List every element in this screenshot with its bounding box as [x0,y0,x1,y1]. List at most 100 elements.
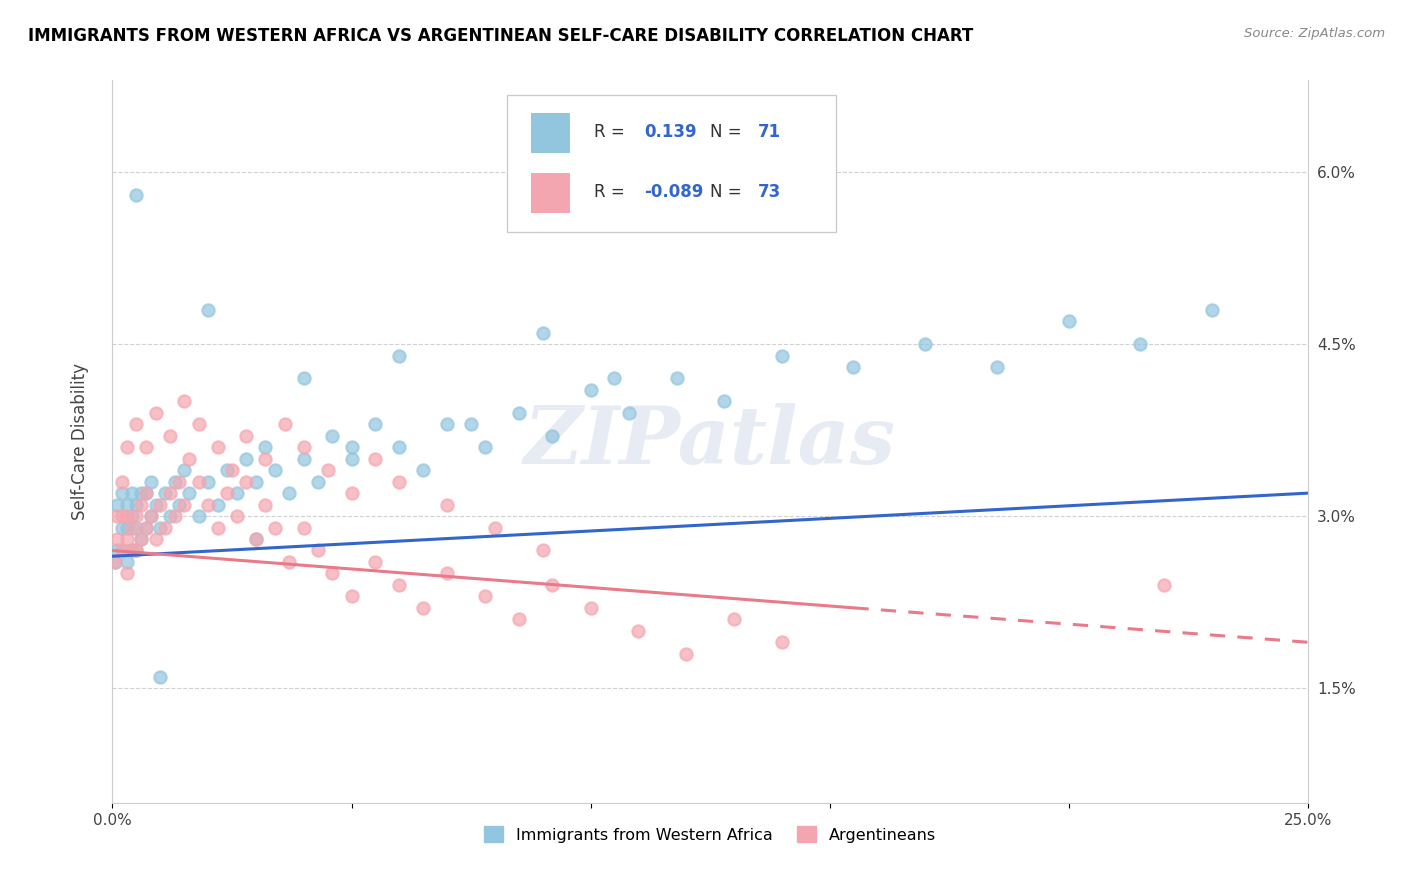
Point [245,532,267,546]
Point [145,498,167,512]
Point [207,440,229,454]
Point [111,543,134,558]
Point [321,566,343,581]
Point [187,509,209,524]
Point [177,451,200,466]
Point [159,486,181,500]
Point [173,463,195,477]
Text: 71: 71 [758,122,780,141]
Point [278,486,301,500]
Point [105,509,128,524]
Point [207,498,229,512]
Point [340,590,363,604]
Point [484,520,506,534]
Point [169,498,191,512]
Point [197,475,219,489]
Point [145,532,167,546]
Point [135,486,157,500]
Point [163,475,186,489]
Point [125,509,148,524]
Point [129,532,152,546]
Point [292,371,315,385]
FancyBboxPatch shape [531,173,571,212]
Point [340,440,363,454]
Point [115,566,138,581]
Point [139,475,162,489]
Point [169,475,191,489]
Point [245,532,267,546]
Text: 73: 73 [758,183,782,202]
Point [436,566,458,581]
Point [125,543,148,558]
Legend: Immigrants from Western Africa, Argentineans: Immigrants from Western Africa, Argentin… [478,820,942,849]
Point [842,359,865,374]
Point [474,590,496,604]
Point [388,440,411,454]
Point [125,543,148,558]
Text: R =: R = [595,122,624,141]
Point [197,302,219,317]
Point [111,486,134,500]
Point [388,475,411,489]
Point [914,337,936,351]
Point [235,475,257,489]
Point [508,612,530,626]
FancyBboxPatch shape [531,112,571,153]
Point [121,520,143,534]
Point [121,543,143,558]
Point [264,520,287,534]
Text: -0.089: -0.089 [644,183,703,202]
Point [436,498,458,512]
Point [115,498,138,512]
Point [254,451,277,466]
Point [292,451,315,466]
Point [254,440,277,454]
Point [235,429,257,443]
Point [541,578,564,592]
Point [115,509,138,524]
Point [225,486,247,500]
Point [125,520,148,534]
Point [111,520,134,534]
Point [129,532,152,546]
Point [531,543,554,558]
Point [125,188,148,202]
Text: R =: R = [595,183,624,202]
Point [388,349,411,363]
Point [225,509,247,524]
Point [197,498,219,512]
Point [149,520,172,534]
Y-axis label: Self-Care Disability: Self-Care Disability [70,363,89,520]
Point [245,475,267,489]
Point [474,440,496,454]
Point [264,463,287,477]
Point [121,543,143,558]
Point [121,486,143,500]
Point [617,406,640,420]
Point [364,417,387,432]
Point [1129,337,1152,351]
Point [125,417,148,432]
Point [278,555,301,569]
Point [1057,314,1080,328]
Point [675,647,697,661]
Point [723,612,745,626]
Point [135,440,157,454]
Point [579,600,602,615]
Point [129,498,152,512]
Point [254,498,277,512]
Point [115,555,138,569]
Point [292,520,315,534]
Text: 0.139: 0.139 [644,122,697,141]
Point [173,498,195,512]
Point [221,463,243,477]
Point [139,509,162,524]
Point [1153,578,1175,592]
Point [173,394,195,409]
Point [153,520,176,534]
Text: N =: N = [710,122,741,141]
Point [149,498,172,512]
Point [129,486,152,500]
Point [217,486,239,500]
Point [177,486,200,500]
